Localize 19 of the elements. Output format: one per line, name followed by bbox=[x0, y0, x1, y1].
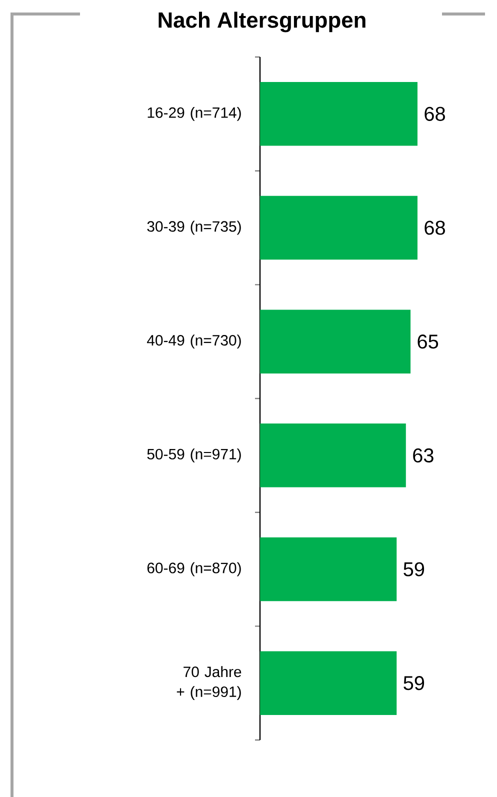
chart-title: Nach Altersgruppen bbox=[158, 12, 366, 32]
data-label: 68 bbox=[424, 220, 445, 235]
data-label: 59 bbox=[404, 562, 424, 576]
bar bbox=[260, 537, 397, 602]
data-label: 65 bbox=[418, 334, 438, 349]
data-label: 59 bbox=[404, 676, 424, 690]
y-tick-label: 60-69 (n=870) bbox=[147, 562, 241, 576]
bar bbox=[260, 424, 406, 488]
y-tick-label: 50-59 (n=971) bbox=[147, 448, 241, 462]
y-tick-label: 40-49 (n=730) bbox=[147, 334, 241, 349]
bar bbox=[260, 310, 411, 374]
bar bbox=[260, 82, 418, 146]
data-label: 63 bbox=[413, 448, 434, 462]
y-tick-label: 30-39 (n=735) bbox=[147, 220, 241, 235]
bar bbox=[260, 651, 397, 715]
bar bbox=[260, 196, 418, 260]
y-tick-label: 70 Jahre + (n=991) bbox=[176, 666, 242, 700]
data-label: 68 bbox=[424, 106, 445, 121]
y-tick-label: 16-29 (n=714) bbox=[148, 106, 241, 121]
